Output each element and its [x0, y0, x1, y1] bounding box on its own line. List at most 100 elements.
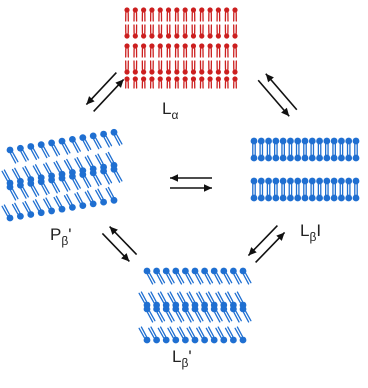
lipid-head — [133, 69, 138, 74]
lb-lipid — [235, 327, 246, 343]
pb-lipid — [111, 129, 122, 145]
lipid-head — [224, 33, 229, 38]
lipid-head — [302, 155, 309, 162]
lipid-head — [133, 43, 138, 48]
lipid-head — [48, 208, 55, 215]
lipid-head — [163, 268, 170, 275]
la-lipid — [207, 61, 212, 75]
lipid-head — [316, 138, 323, 145]
lipid-head — [38, 178, 45, 185]
lipid-head — [174, 76, 179, 81]
lipid-head — [272, 178, 279, 185]
la-lipid — [174, 76, 179, 88]
lbi-lipid — [287, 178, 294, 202]
la-lipid — [207, 25, 212, 39]
pb-lipid — [59, 138, 70, 154]
pb-lipid — [7, 147, 18, 163]
arrow — [94, 79, 124, 111]
pb-lipid — [100, 168, 111, 184]
pb-lipid — [48, 177, 59, 193]
lipid-head — [166, 76, 171, 81]
lipid-head — [240, 306, 247, 313]
lipid-head — [309, 178, 316, 185]
lipid-head — [353, 155, 360, 162]
lipid-head — [191, 76, 196, 81]
pb-lipid — [111, 166, 122, 182]
pb-lipid — [75, 158, 86, 174]
lipid-head — [166, 69, 171, 74]
lipid-head — [232, 43, 237, 48]
lipid-head — [207, 69, 212, 74]
lipid-head — [199, 76, 204, 81]
lipid-head — [124, 43, 129, 48]
lipid-head — [141, 43, 146, 48]
lbi-lipid — [323, 138, 330, 162]
lipid-head — [79, 134, 86, 141]
la-lipid — [216, 43, 221, 57]
la-lipid — [166, 76, 171, 88]
lipid-head — [182, 337, 189, 344]
arrow — [248, 226, 277, 256]
lipid-head — [141, 76, 146, 81]
pb-lipid — [100, 131, 111, 147]
lbi-lipid — [302, 178, 309, 202]
l-beta-i-lipid-assembly — [251, 138, 360, 202]
la-lipid — [191, 61, 196, 75]
pb-lipid — [38, 141, 49, 157]
lipid-head — [232, 7, 237, 12]
label-l-beta-prime-sub: β — [181, 356, 188, 370]
lbi-lipid — [302, 138, 309, 162]
lipid-head — [124, 76, 129, 81]
lipid-head — [141, 33, 146, 38]
lipid-head — [166, 33, 171, 38]
lbi-lipid — [316, 178, 323, 202]
lipid-head — [183, 76, 188, 81]
lipid-head — [158, 33, 163, 38]
la-lipid — [232, 7, 237, 21]
lipid-head — [265, 155, 272, 162]
lipid-head — [124, 7, 129, 12]
lipid-head — [191, 7, 196, 12]
lipid-head — [287, 178, 294, 185]
lipid-head — [174, 69, 179, 74]
lbi-lipid — [251, 178, 258, 202]
pb-lipid — [44, 198, 55, 214]
lipid-head — [230, 306, 237, 313]
lipid-head — [207, 7, 212, 12]
lipid-head — [345, 155, 352, 162]
lipid-head — [258, 155, 265, 162]
lipid-head — [100, 168, 107, 175]
lbi-lipid — [272, 178, 279, 202]
lipid-head — [224, 7, 229, 12]
lipid-head — [216, 76, 221, 81]
arrow-head — [170, 174, 178, 182]
lipid-head — [124, 69, 129, 74]
lbi-lipid — [280, 138, 287, 162]
lipid-head — [17, 213, 24, 220]
la-lipid — [199, 61, 204, 75]
lipid-head — [17, 182, 24, 189]
lipid-head — [338, 178, 345, 185]
pb-lipid — [90, 169, 101, 185]
la-lipid — [232, 76, 237, 88]
lipid-head — [201, 268, 208, 275]
pb-lipid — [90, 132, 101, 148]
lipid-head — [207, 76, 212, 81]
pb-lipid — [27, 180, 38, 196]
la-lipid — [183, 25, 188, 39]
lipid-head — [100, 131, 107, 138]
lipid-head — [258, 178, 265, 185]
lipid-head — [232, 69, 237, 74]
pb-lipid — [7, 184, 18, 200]
lipid-head — [90, 169, 97, 176]
label-p-beta-prime-sub: β — [61, 234, 68, 248]
lipid-head — [287, 138, 294, 145]
lipid-head — [183, 43, 188, 48]
lipid-head — [220, 337, 227, 344]
lipid-head — [294, 138, 301, 145]
lipid-head — [230, 337, 237, 344]
lbi-lipid — [338, 138, 345, 162]
lipid-head — [302, 178, 309, 185]
lipid-head — [258, 195, 265, 202]
lipid-head — [59, 206, 66, 213]
